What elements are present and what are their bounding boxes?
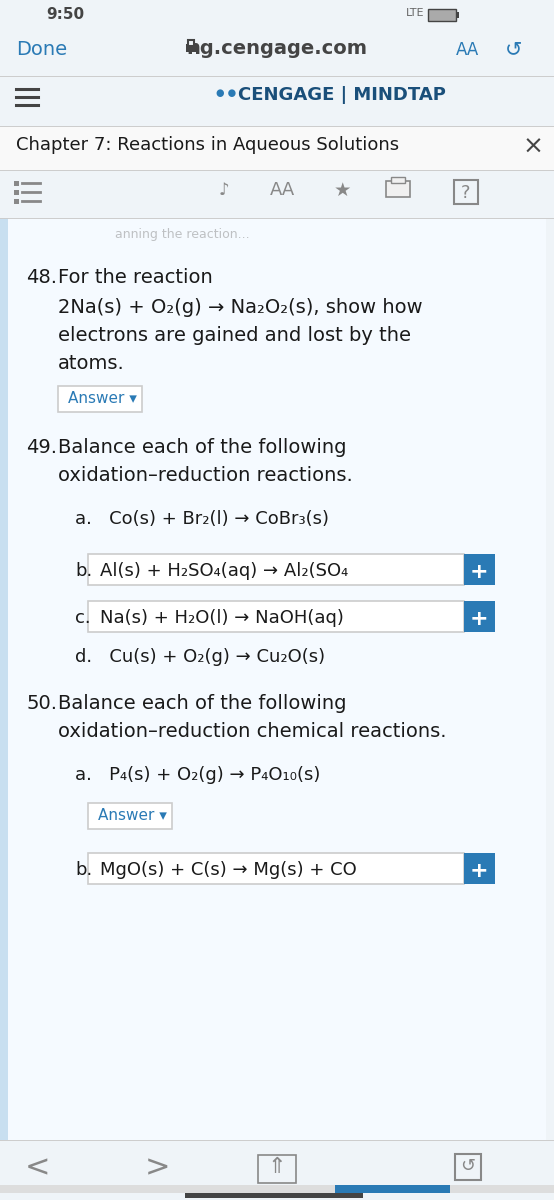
Text: AA: AA bbox=[269, 181, 295, 199]
Bar bbox=[185, 1193, 363, 1198]
Bar bbox=[88, 554, 464, 584]
Text: Answer ▾: Answer ▾ bbox=[68, 391, 137, 406]
Text: 48.: 48. bbox=[26, 268, 57, 287]
Text: +: + bbox=[470, 562, 488, 582]
Bar bbox=[464, 601, 495, 632]
Bar bbox=[0, 1186, 554, 1193]
Bar bbox=[186, 44, 196, 52]
Text: b.: b. bbox=[75, 562, 93, 580]
Text: 49.: 49. bbox=[26, 438, 57, 457]
Text: +: + bbox=[470, 862, 488, 881]
Text: a.   P₄(s) + O₂(g) → P₄O₁₀(s): a. P₄(s) + O₂(g) → P₄O₁₀(s) bbox=[75, 766, 320, 784]
Text: oxidation–reduction chemical reactions.: oxidation–reduction chemical reactions. bbox=[58, 722, 447, 740]
Bar bbox=[88, 853, 464, 884]
Bar bbox=[455, 1154, 481, 1180]
Text: For the reaction: For the reaction bbox=[58, 268, 213, 287]
Bar bbox=[188, 40, 194, 46]
Bar bbox=[14, 181, 19, 186]
Text: AA: AA bbox=[456, 41, 480, 59]
Text: LTE: LTE bbox=[406, 8, 424, 18]
Text: atoms.: atoms. bbox=[58, 354, 125, 373]
Text: CENGAGE | MINDTAP: CENGAGE | MINDTAP bbox=[238, 86, 446, 104]
Text: oxidation–reduction reactions.: oxidation–reduction reactions. bbox=[58, 466, 353, 485]
Bar bbox=[0, 126, 554, 170]
Bar bbox=[258, 1154, 296, 1183]
Bar bbox=[335, 1186, 450, 1193]
Bar bbox=[386, 181, 410, 197]
Bar bbox=[88, 601, 464, 632]
Text: Balance each of the following: Balance each of the following bbox=[58, 694, 346, 713]
Text: <: < bbox=[25, 1153, 51, 1182]
Text: 2Na(s) + O₂(g) → Na₂O₂(s), show how: 2Na(s) + O₂(g) → Na₂O₂(s), show how bbox=[58, 298, 423, 317]
Bar bbox=[58, 386, 142, 412]
Text: >: > bbox=[145, 1153, 171, 1182]
Bar bbox=[88, 803, 172, 829]
Text: d.   Cu(s) + O₂(g) → Cu₂O(s): d. Cu(s) + O₂(g) → Cu₂O(s) bbox=[75, 648, 325, 666]
Bar bbox=[464, 853, 495, 884]
Bar bbox=[0, 218, 8, 1180]
Bar bbox=[0, 76, 554, 126]
Text: ×: × bbox=[522, 134, 543, 158]
Text: c.: c. bbox=[75, 608, 91, 626]
Text: ⇑: ⇑ bbox=[268, 1157, 286, 1177]
Text: 9:50: 9:50 bbox=[46, 7, 84, 22]
Text: Al(s) + H₂SO₄(aq) → Al₂(SO₄: Al(s) + H₂SO₄(aq) → Al₂(SO₄ bbox=[100, 562, 348, 580]
Text: Done: Done bbox=[16, 40, 67, 59]
Text: a.   Co(s) + Br₂(l) → CoBr₃(s): a. Co(s) + Br₂(l) → CoBr₃(s) bbox=[75, 510, 329, 528]
Bar bbox=[14, 190, 19, 194]
Text: anning the reaction...: anning the reaction... bbox=[115, 228, 250, 241]
Text: ↺: ↺ bbox=[460, 1157, 475, 1175]
Bar bbox=[0, 1140, 554, 1200]
Text: b.: b. bbox=[75, 862, 93, 878]
Bar bbox=[14, 199, 19, 204]
Text: Chapter 7: Reactions in Aqueous Solutions: Chapter 7: Reactions in Aqueous Solution… bbox=[16, 136, 399, 154]
Bar bbox=[456, 12, 459, 18]
Bar bbox=[391, 176, 405, 182]
Bar bbox=[464, 554, 495, 584]
Text: ?: ? bbox=[461, 184, 471, 202]
Text: 50.: 50. bbox=[26, 694, 57, 713]
Text: MgO(s) + C(s) → Mg(s) + CO: MgO(s) + C(s) → Mg(s) + CO bbox=[100, 862, 357, 878]
Text: ↺: ↺ bbox=[505, 38, 523, 59]
Bar bbox=[0, 0, 554, 28]
Text: electrons are gained and lost by the: electrons are gained and lost by the bbox=[58, 326, 411, 346]
Text: Answer ▾: Answer ▾ bbox=[98, 808, 167, 823]
Text: ng.cengage.com: ng.cengage.com bbox=[187, 38, 367, 58]
Bar bbox=[0, 28, 554, 76]
Text: ★: ★ bbox=[334, 181, 351, 200]
Bar bbox=[0, 170, 554, 218]
Text: Balance each of the following: Balance each of the following bbox=[58, 438, 346, 457]
Bar bbox=[454, 180, 478, 204]
Bar bbox=[428, 8, 456, 20]
Bar bbox=[8, 218, 546, 1180]
Text: Na(s) + H₂O(l) → NaOH(aq): Na(s) + H₂O(l) → NaOH(aq) bbox=[100, 608, 344, 626]
Text: +: + bbox=[470, 608, 488, 629]
Text: ♪: ♪ bbox=[219, 181, 229, 199]
Text: ● ●: ● ● bbox=[216, 88, 236, 98]
